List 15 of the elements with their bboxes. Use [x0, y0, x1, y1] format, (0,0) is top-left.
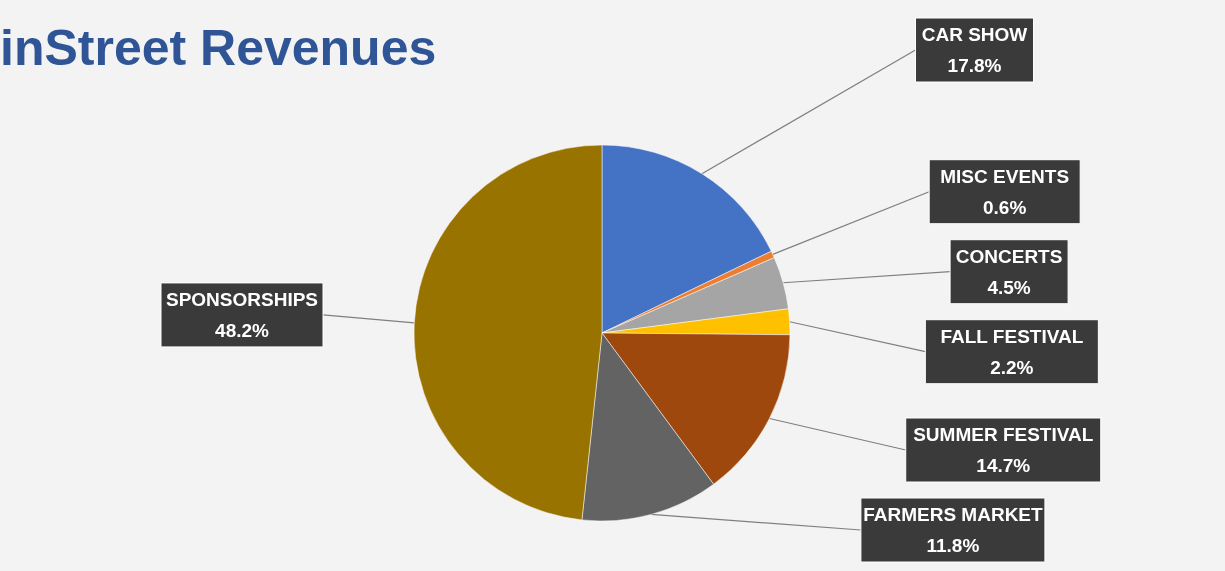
data-label: 17.8%: [947, 55, 1002, 76]
slice-label: FARMERS MARKET: [863, 504, 1044, 525]
data-label: 14.7%: [976, 455, 1031, 476]
data-label: 48.2%: [215, 319, 270, 341]
slice-label: MISC EVENTS: [940, 165, 1070, 187]
data-label: 2.2%: [990, 356, 1034, 378]
slice-label: FALL FESTIVAL: [940, 325, 1084, 347]
chart-title: inStreet Revenues: [0, 20, 437, 76]
slice-label: SUMMER FESTIVAL: [913, 424, 1094, 445]
data-label: 0.6%: [983, 196, 1027, 218]
slice-label: CAR SHOW: [921, 24, 1028, 45]
data-label: 4.5%: [987, 276, 1031, 298]
data-label: 11.8%: [926, 535, 980, 556]
slice-label: CONCERTS: [955, 245, 1063, 267]
slice-label: SPONSORSHIPS: [165, 288, 319, 310]
